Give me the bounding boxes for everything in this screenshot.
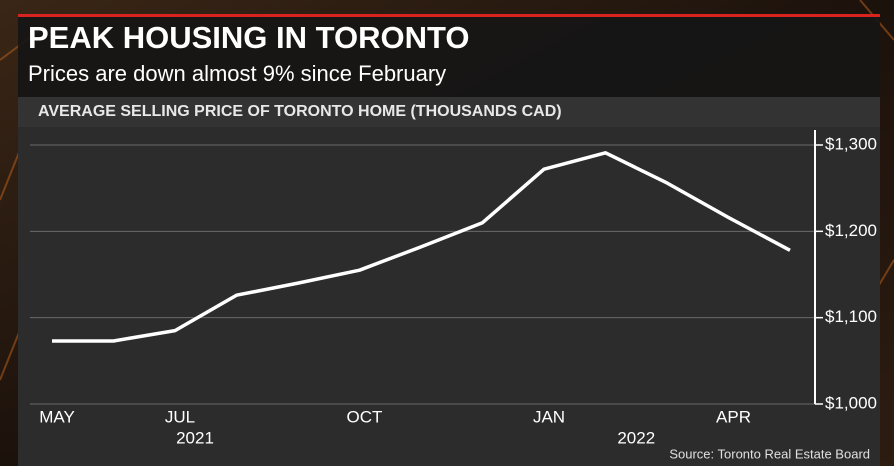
header-panel bbox=[18, 14, 880, 97]
x-tick-label: OCT bbox=[347, 407, 383, 426]
y-tick-label: $1,300 bbox=[825, 134, 877, 153]
year-label: 2022 bbox=[617, 428, 655, 447]
source-note: Source: Toronto Real Estate Board bbox=[669, 446, 870, 461]
year-label: 2021 bbox=[176, 428, 214, 447]
y-tick-label: $1,200 bbox=[825, 221, 877, 240]
header-rule bbox=[18, 14, 880, 17]
x-tick-label: JUL bbox=[165, 407, 195, 426]
chart-title: PEAK HOUSING IN TORONTO bbox=[28, 20, 470, 55]
x-tick-label: APR bbox=[716, 407, 751, 426]
chart-label-band bbox=[18, 97, 880, 127]
x-tick-label: JAN bbox=[533, 407, 565, 426]
y-tick-label: $1,000 bbox=[825, 393, 877, 412]
chart-subtitle: Prices are down almost 9% since February bbox=[28, 61, 446, 86]
x-tick-label: MAY bbox=[39, 407, 75, 426]
y-axis-title: AVERAGE SELLING PRICE OF TORONTO HOME (T… bbox=[38, 103, 562, 120]
price-line bbox=[52, 151, 791, 343]
y-tick-label: $1,100 bbox=[825, 307, 877, 326]
